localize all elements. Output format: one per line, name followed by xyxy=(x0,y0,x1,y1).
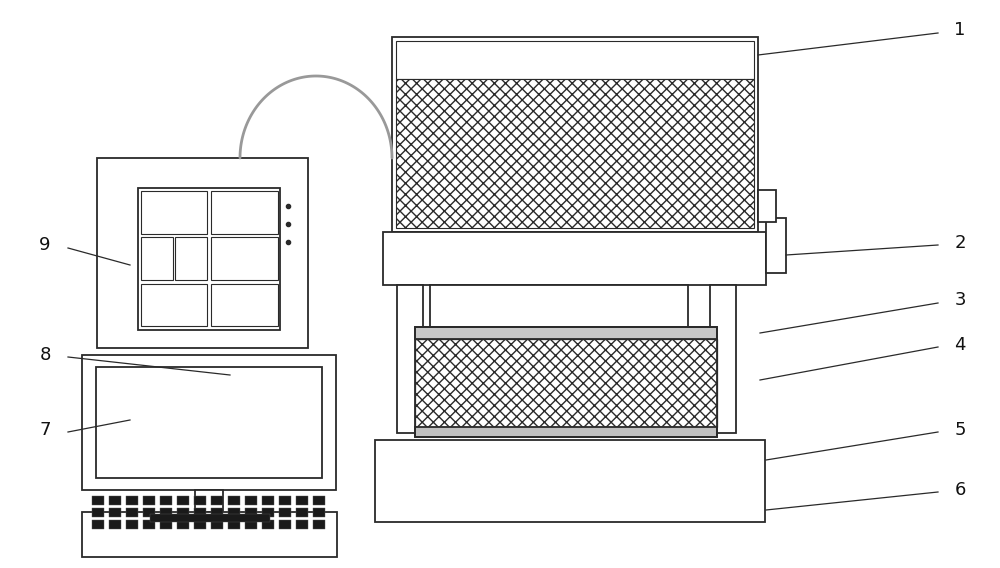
Bar xyxy=(160,496,172,505)
Bar xyxy=(109,508,121,517)
Bar xyxy=(141,191,207,234)
Bar xyxy=(126,496,138,505)
Bar xyxy=(92,508,104,517)
Bar xyxy=(392,37,758,232)
Text: 9: 9 xyxy=(39,236,51,254)
Bar xyxy=(279,496,291,505)
Bar xyxy=(143,508,155,517)
Bar xyxy=(126,508,138,517)
Bar xyxy=(160,508,172,517)
Bar xyxy=(211,284,278,326)
Bar xyxy=(415,327,717,437)
Bar xyxy=(245,520,257,529)
Bar xyxy=(82,355,336,490)
Bar xyxy=(177,520,189,529)
Text: 5: 5 xyxy=(954,421,966,439)
Bar xyxy=(228,520,240,529)
Bar xyxy=(82,512,337,557)
Bar xyxy=(430,285,688,327)
Bar xyxy=(375,440,765,522)
Bar xyxy=(397,285,423,433)
Bar xyxy=(138,188,280,330)
Bar xyxy=(195,490,223,512)
Text: 4: 4 xyxy=(954,336,966,354)
Bar xyxy=(710,285,736,433)
Bar xyxy=(211,191,278,234)
Bar xyxy=(92,520,104,529)
Bar xyxy=(245,496,257,505)
Text: 1: 1 xyxy=(954,21,966,39)
Bar xyxy=(383,232,766,285)
Bar xyxy=(194,496,206,505)
Bar xyxy=(262,496,274,505)
Bar xyxy=(296,496,308,505)
Bar xyxy=(211,237,278,280)
Bar xyxy=(279,508,291,517)
Bar xyxy=(211,520,223,529)
Bar xyxy=(296,520,308,529)
Text: 8: 8 xyxy=(39,346,51,364)
Bar xyxy=(296,508,308,517)
Bar xyxy=(245,508,257,517)
Bar xyxy=(141,237,173,280)
Bar xyxy=(228,496,240,505)
Bar xyxy=(109,496,121,505)
Bar xyxy=(415,327,717,339)
Bar xyxy=(262,508,274,517)
Bar xyxy=(415,339,717,427)
Bar xyxy=(150,514,270,522)
Bar xyxy=(109,520,121,529)
Bar xyxy=(194,520,206,529)
Bar xyxy=(262,520,274,529)
Text: 2: 2 xyxy=(954,234,966,252)
Bar xyxy=(160,520,172,529)
Bar xyxy=(211,496,223,505)
Text: 3: 3 xyxy=(954,291,966,309)
Bar xyxy=(758,190,776,222)
Bar xyxy=(279,520,291,529)
Bar xyxy=(415,427,717,437)
Bar xyxy=(313,520,325,529)
Bar xyxy=(175,237,207,280)
Bar xyxy=(211,508,223,517)
Bar xyxy=(177,496,189,505)
Bar xyxy=(396,79,754,228)
Bar xyxy=(194,508,206,517)
Bar xyxy=(313,508,325,517)
Bar xyxy=(228,508,240,517)
Bar xyxy=(143,520,155,529)
Text: 6: 6 xyxy=(954,481,966,499)
Bar xyxy=(92,496,104,505)
Bar xyxy=(143,496,155,505)
Bar xyxy=(96,367,322,478)
Bar xyxy=(126,520,138,529)
Bar xyxy=(141,284,207,326)
Text: 7: 7 xyxy=(39,421,51,439)
Bar xyxy=(396,41,754,79)
Bar xyxy=(97,158,308,348)
Bar xyxy=(766,218,786,273)
Bar xyxy=(313,496,325,505)
Bar xyxy=(177,508,189,517)
